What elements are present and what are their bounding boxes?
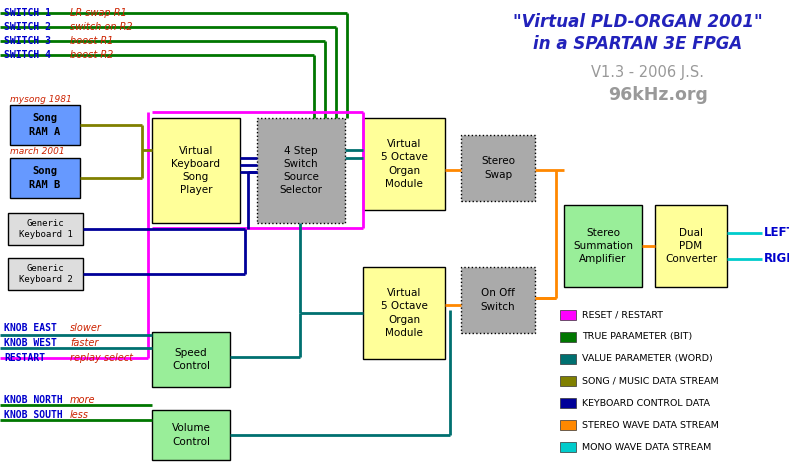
Bar <box>8 213 83 245</box>
Text: Song
RAM B: Song RAM B <box>29 166 61 190</box>
Text: replay select: replay select <box>70 353 133 363</box>
Text: Stereo
Swap: Stereo Swap <box>481 156 515 179</box>
Bar <box>152 118 240 223</box>
Bar <box>560 420 576 430</box>
Bar <box>560 398 576 408</box>
Text: boost R2: boost R2 <box>70 50 114 60</box>
Text: TRUE PARAMETER (BIT): TRUE PARAMETER (BIT) <box>582 333 692 341</box>
Text: Virtual
5 Octave
Organ
Module: Virtual 5 Octave Organ Module <box>380 288 428 338</box>
Text: VALUE PARAMETER (WORD): VALUE PARAMETER (WORD) <box>582 355 712 364</box>
Bar <box>560 354 576 364</box>
Text: Dual
PDM
Converter: Dual PDM Converter <box>665 228 717 264</box>
Bar <box>10 158 80 198</box>
Text: RIGHT: RIGHT <box>764 252 789 266</box>
Text: switch on R2: switch on R2 <box>70 22 133 32</box>
Bar <box>560 442 576 452</box>
Text: LR swap R1: LR swap R1 <box>70 8 127 18</box>
Bar <box>8 258 83 290</box>
Text: LEFT: LEFT <box>764 227 789 239</box>
Text: 4 Step
Switch
Source
Selector: 4 Step Switch Source Selector <box>279 146 323 195</box>
Bar <box>152 332 230 387</box>
Text: Virtual
5 Octave
Organ
Module: Virtual 5 Octave Organ Module <box>380 139 428 189</box>
Text: KNOB WEST: KNOB WEST <box>4 338 57 348</box>
Text: less: less <box>70 410 89 420</box>
Text: SWITCH 1: SWITCH 1 <box>4 8 51 18</box>
Bar <box>461 267 535 333</box>
Text: faster: faster <box>70 338 99 348</box>
Bar <box>257 118 345 223</box>
Text: RESET / RESTART: RESET / RESTART <box>582 310 663 319</box>
Text: SWITCH 3: SWITCH 3 <box>4 36 51 46</box>
Bar <box>10 105 80 145</box>
Text: "Virtual PLD-ORGAN 2001": "Virtual PLD-ORGAN 2001" <box>513 13 763 31</box>
Text: KNOB NORTH: KNOB NORTH <box>4 395 63 405</box>
Text: Generic
Keyboard 2: Generic Keyboard 2 <box>19 264 73 284</box>
Text: KNOB EAST: KNOB EAST <box>4 323 57 333</box>
Text: in a SPARTAN 3E FPGA: in a SPARTAN 3E FPGA <box>533 35 742 53</box>
Text: Stereo
Summation
Amplifier: Stereo Summation Amplifier <box>573 228 633 264</box>
Text: Speed
Control: Speed Control <box>172 348 210 371</box>
Text: MONO WAVE DATA STREAM: MONO WAVE DATA STREAM <box>582 442 711 452</box>
Bar <box>363 118 445 210</box>
Text: RESTART: RESTART <box>4 353 45 363</box>
Bar <box>655 205 727 287</box>
Text: V1.3 - 2006 J.S.: V1.3 - 2006 J.S. <box>592 65 705 80</box>
Bar <box>363 267 445 359</box>
Text: Generic
Keyboard 1: Generic Keyboard 1 <box>19 219 73 239</box>
Text: more: more <box>70 395 95 405</box>
Text: KEYBOARD CONTROL DATA: KEYBOARD CONTROL DATA <box>582 398 710 407</box>
Bar <box>152 410 230 460</box>
Text: Volume
Control: Volume Control <box>171 423 211 447</box>
Text: 96kHz.org: 96kHz.org <box>608 86 708 104</box>
Text: Song
RAM A: Song RAM A <box>29 114 61 137</box>
Text: march 2001: march 2001 <box>10 147 65 156</box>
Text: slower: slower <box>70 323 102 333</box>
Text: STEREO WAVE DATA STREAM: STEREO WAVE DATA STREAM <box>582 421 719 430</box>
Text: Virtual
Keyboard
Song
Player: Virtual Keyboard Song Player <box>171 146 220 195</box>
Bar <box>564 205 642 287</box>
Text: boost R1: boost R1 <box>70 36 114 46</box>
Text: On Off
Switch: On Off Switch <box>481 288 515 312</box>
Text: mysong 1981: mysong 1981 <box>10 96 72 105</box>
Bar <box>461 135 535 201</box>
Text: SONG / MUSIC DATA STREAM: SONG / MUSIC DATA STREAM <box>582 376 719 385</box>
Bar <box>560 376 576 386</box>
Text: KNOB SOUTH: KNOB SOUTH <box>4 410 63 420</box>
Text: SWITCH 2: SWITCH 2 <box>4 22 51 32</box>
Bar <box>560 332 576 342</box>
Bar <box>560 310 576 320</box>
Text: SWITCH 4: SWITCH 4 <box>4 50 51 60</box>
